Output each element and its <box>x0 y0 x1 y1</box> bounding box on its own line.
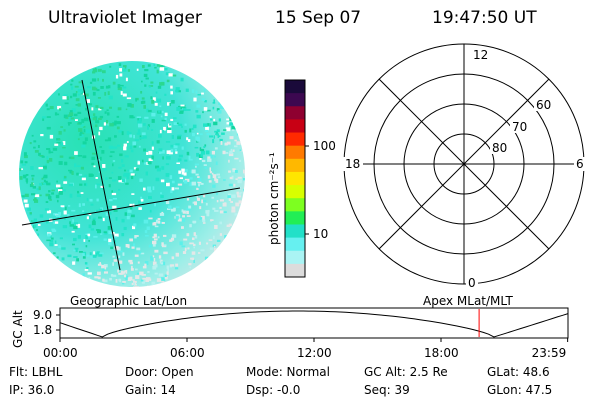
mlt-label-12: 12 <box>473 48 488 62</box>
uv-image-disc <box>19 61 245 287</box>
y-tick-9: 9.0 <box>33 308 52 322</box>
mlt-label-6: 6 <box>576 157 584 171</box>
info-gc-alt: GC Alt: 2.5 Re <box>364 365 448 379</box>
info-dsp: Dsp: -0.0 <box>246 383 301 397</box>
info-glon: GLon: 47.5 <box>487 383 553 397</box>
colorbar-cell <box>285 198 305 212</box>
colorbar-cell <box>285 80 305 94</box>
orbit-panel: Geographic Lat/Lon Apex MLat/MLT 9.0 1.8… <box>11 294 569 360</box>
meridian-line <box>81 79 121 271</box>
mlt-label-0: 0 <box>468 276 476 290</box>
colorbar-cell <box>285 211 305 225</box>
polar-plot <box>343 43 585 285</box>
instrument-title: Ultraviolet Imager <box>48 8 202 28</box>
colorbar-cell <box>285 106 305 120</box>
colorbar-cell <box>285 158 305 173</box>
time-tick-label: 23:59 <box>532 346 567 360</box>
time-tick-label: 00:00 <box>43 346 78 360</box>
colorbar-cell <box>285 145 305 160</box>
parallel-line <box>21 187 241 226</box>
time-tick-label: 18:00 <box>424 346 459 360</box>
info-mode: Mode: Normal <box>246 365 330 379</box>
colorbar-cell <box>285 132 305 147</box>
colorbar-cell <box>285 263 305 278</box>
mlt-label-18: 18 <box>345 157 360 171</box>
colorbar-tick-100: 100 <box>313 139 336 153</box>
colorbar-cell <box>285 171 305 186</box>
date-label: 15 Sep 07 <box>275 8 362 28</box>
info-flt: Flt: LBHL <box>9 365 63 379</box>
colorbar-cell <box>285 224 305 239</box>
info-ip: IP: 36.0 <box>9 383 55 397</box>
time-tick-label: 06:00 <box>170 346 205 360</box>
colorbar-unit-label: photon cm⁻²s⁻¹ <box>267 152 281 245</box>
apex-label: Apex MLat/MLT <box>423 294 513 308</box>
y-tick-1.8: 1.8 <box>33 323 52 337</box>
time-label: 19:47:50 UT <box>432 8 537 28</box>
info-glat: GLat: 48.6 <box>487 365 550 379</box>
lat-label-60: 60 <box>536 98 551 112</box>
geographic-label: Geographic Lat/Lon <box>70 294 187 308</box>
colorbar-cell <box>285 237 305 252</box>
colorbar-cell <box>285 185 305 199</box>
info-seq: Seq: 39 <box>364 383 410 397</box>
gc-alt-axis-label: GC Alt <box>11 310 25 348</box>
colorbar-tick-10: 10 <box>313 227 328 241</box>
colorbar-cell <box>285 93 305 107</box>
info-gain: Gain: 14 <box>125 383 176 397</box>
colorbar-cell <box>285 250 305 265</box>
lat-label-80: 80 <box>492 141 507 155</box>
lat-label-70: 70 <box>512 120 527 134</box>
time-tick-label: 12:00 <box>297 346 332 360</box>
colorbar: 100 10 photon cm⁻²s⁻¹ <box>267 79 336 278</box>
info-door: Door: Open <box>125 365 194 379</box>
colorbar-cell <box>285 119 305 134</box>
